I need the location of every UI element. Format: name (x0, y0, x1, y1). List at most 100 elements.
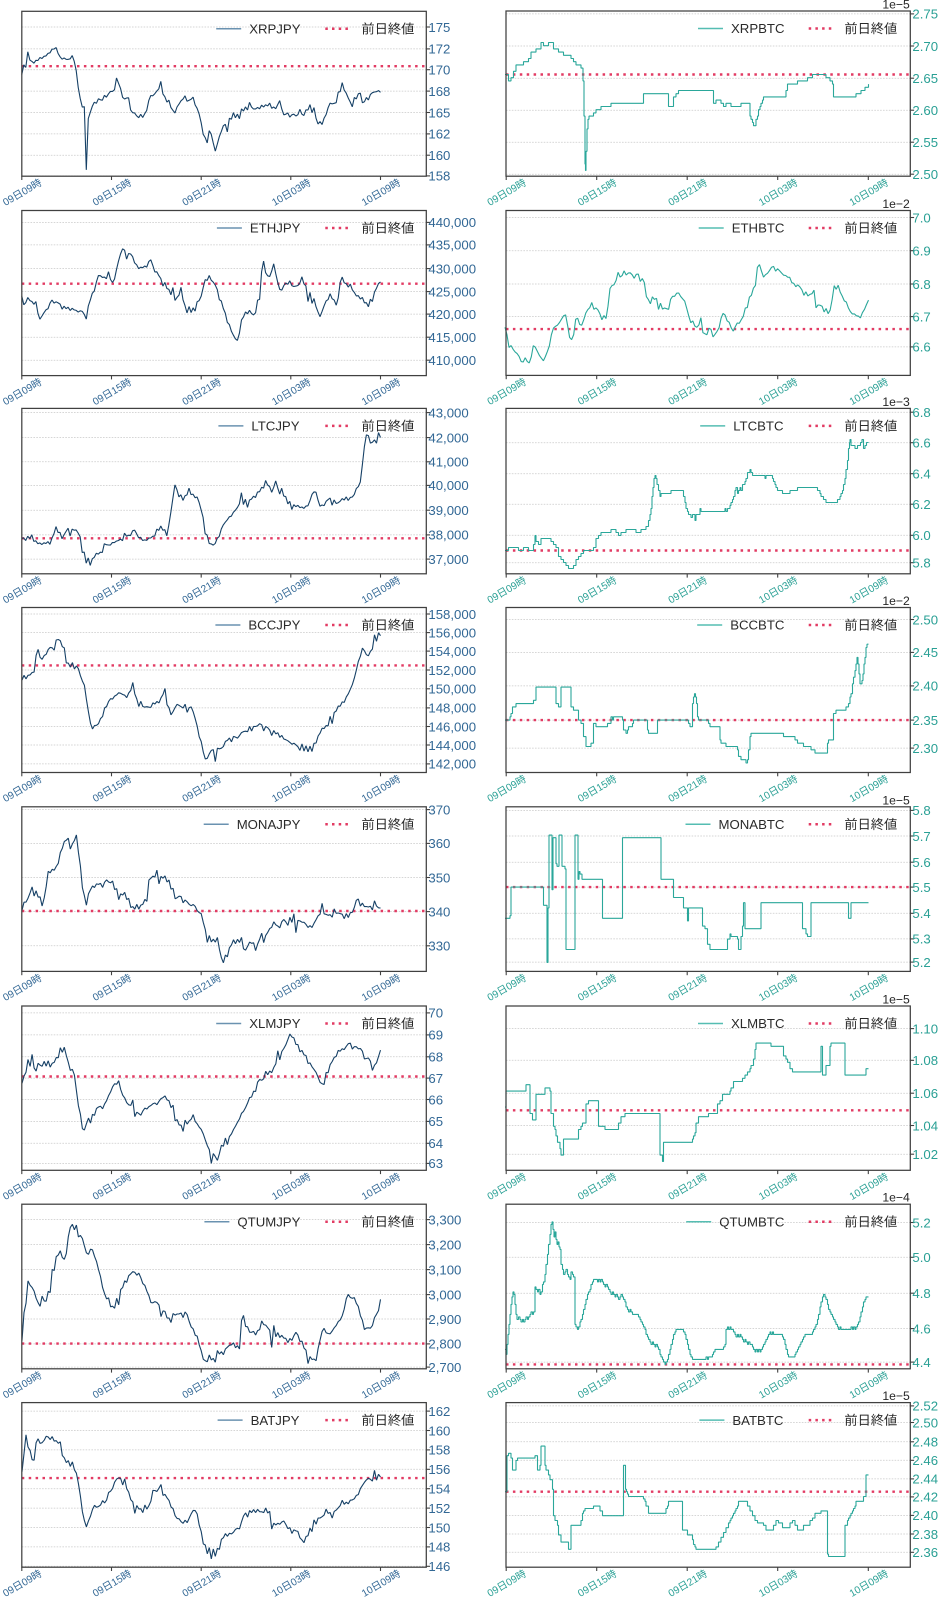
svg-text:3,000: 3,000 (428, 1287, 461, 1302)
svg-text:09: 09 (181, 591, 197, 606)
svg-text:2.50: 2.50 (912, 1415, 938, 1430)
svg-text:LTCBTC: LTCBTC (733, 419, 784, 434)
svg-text:175: 175 (428, 20, 450, 35)
svg-text:XRPBTC: XRPBTC (731, 21, 785, 36)
svg-text:09: 09 (91, 193, 107, 208)
svg-text:09: 09 (1, 193, 17, 208)
svg-text:162: 162 (428, 127, 450, 142)
svg-text:09: 09 (486, 193, 502, 208)
svg-text:BCCBTC: BCCBTC (730, 618, 785, 633)
svg-text:15: 15 (595, 978, 611, 993)
svg-text:65: 65 (428, 1114, 443, 1129)
svg-text:15: 15 (595, 382, 611, 397)
svg-text:09: 09 (504, 978, 520, 993)
svg-text:2,700: 2,700 (428, 1360, 461, 1375)
svg-text:21: 21 (199, 1177, 215, 1192)
svg-text:146,000: 146,000 (428, 719, 476, 734)
svg-text:03: 03 (289, 1177, 305, 1192)
svg-text:09: 09 (91, 790, 107, 805)
svg-text:64: 64 (428, 1136, 443, 1151)
svg-text:09: 09 (867, 183, 883, 198)
svg-text:41,000: 41,000 (428, 455, 468, 470)
svg-text:1e−5: 1e−5 (882, 1389, 910, 1403)
svg-text:1e−2: 1e−2 (882, 594, 910, 608)
svg-text:6.6: 6.6 (912, 436, 930, 451)
svg-text:09: 09 (91, 1386, 107, 1401)
svg-text:430,000: 430,000 (428, 261, 476, 276)
svg-text:10: 10 (848, 393, 864, 408)
svg-text:09: 09 (486, 1386, 502, 1401)
svg-text:09: 09 (379, 382, 395, 397)
svg-text:3,300: 3,300 (428, 1212, 461, 1227)
svg-text:2.75: 2.75 (912, 7, 938, 22)
svg-text:6.0: 6.0 (912, 528, 930, 543)
svg-text:09: 09 (667, 989, 683, 1004)
svg-text:1.02: 1.02 (912, 1147, 938, 1162)
svg-text:09: 09 (504, 1177, 520, 1192)
svg-text:09: 09 (867, 978, 883, 993)
svg-text:BATBTC: BATBTC (732, 1413, 784, 1428)
svg-text:09: 09 (1, 989, 17, 1004)
svg-text:09: 09 (667, 591, 683, 606)
svg-text:63: 63 (428, 1156, 443, 1171)
svg-text:5.0: 5.0 (912, 1250, 930, 1265)
svg-text:03: 03 (776, 580, 792, 595)
svg-text:09: 09 (181, 790, 197, 805)
svg-text:09: 09 (867, 1375, 883, 1390)
svg-text:09: 09 (504, 183, 520, 198)
svg-text:21: 21 (685, 382, 701, 397)
svg-text:3,100: 3,100 (428, 1262, 461, 1277)
svg-text:6.7: 6.7 (912, 309, 930, 324)
svg-text:5.8: 5.8 (912, 803, 930, 818)
svg-text:09: 09 (1, 1187, 17, 1202)
svg-text:03: 03 (776, 382, 792, 397)
svg-text:09: 09 (20, 382, 36, 397)
svg-text:70: 70 (428, 1006, 443, 1021)
svg-text:15: 15 (110, 1574, 126, 1589)
svg-text:2.38: 2.38 (912, 1527, 938, 1542)
svg-text:21: 21 (199, 1375, 215, 1390)
svg-text:21: 21 (685, 580, 701, 595)
svg-text:09: 09 (667, 1187, 683, 1202)
svg-text:15: 15 (595, 1574, 611, 1589)
svg-text:2.52: 2.52 (912, 1399, 938, 1414)
svg-text:03: 03 (776, 779, 792, 794)
svg-text:156,000: 156,000 (428, 625, 476, 640)
svg-text:09: 09 (576, 591, 592, 606)
svg-text:154,000: 154,000 (428, 644, 476, 659)
svg-text:03: 03 (776, 978, 792, 993)
svg-text:415,000: 415,000 (428, 330, 476, 345)
svg-text:1e−3: 1e−3 (882, 395, 910, 409)
svg-text:4.6: 4.6 (912, 1321, 930, 1336)
svg-text:6.8: 6.8 (912, 405, 930, 420)
svg-text:15: 15 (110, 382, 126, 397)
svg-text:360: 360 (428, 836, 450, 851)
svg-text:XRPJPY: XRPJPY (249, 22, 301, 37)
svg-text:2.50: 2.50 (912, 612, 938, 627)
svg-text:09: 09 (667, 193, 683, 208)
svg-text:6.4: 6.4 (912, 467, 930, 482)
svg-text:15: 15 (595, 580, 611, 595)
svg-text:09: 09 (181, 989, 197, 1004)
svg-text:2.40: 2.40 (912, 679, 938, 694)
svg-text:03: 03 (776, 1177, 792, 1192)
svg-text:09: 09 (576, 393, 592, 408)
svg-text:10: 10 (848, 989, 864, 1004)
svg-text:09: 09 (867, 1574, 883, 1589)
svg-text:09: 09 (486, 790, 502, 805)
svg-text:ETHJPY: ETHJPY (250, 221, 301, 236)
svg-text:43,000: 43,000 (428, 405, 468, 420)
svg-text:09: 09 (91, 1584, 107, 1599)
svg-text:10: 10 (270, 1187, 286, 1202)
svg-text:09: 09 (667, 393, 683, 408)
svg-text:09: 09 (667, 790, 683, 805)
svg-text:1.10: 1.10 (912, 1021, 938, 1036)
svg-text:21: 21 (199, 183, 215, 198)
svg-text:6.9: 6.9 (912, 244, 930, 259)
svg-text:10: 10 (360, 591, 376, 606)
svg-text:67: 67 (428, 1071, 443, 1086)
svg-text:2.30: 2.30 (912, 741, 938, 756)
svg-text:09: 09 (504, 1375, 520, 1390)
svg-text:09: 09 (486, 393, 502, 408)
svg-text:21: 21 (199, 580, 215, 595)
